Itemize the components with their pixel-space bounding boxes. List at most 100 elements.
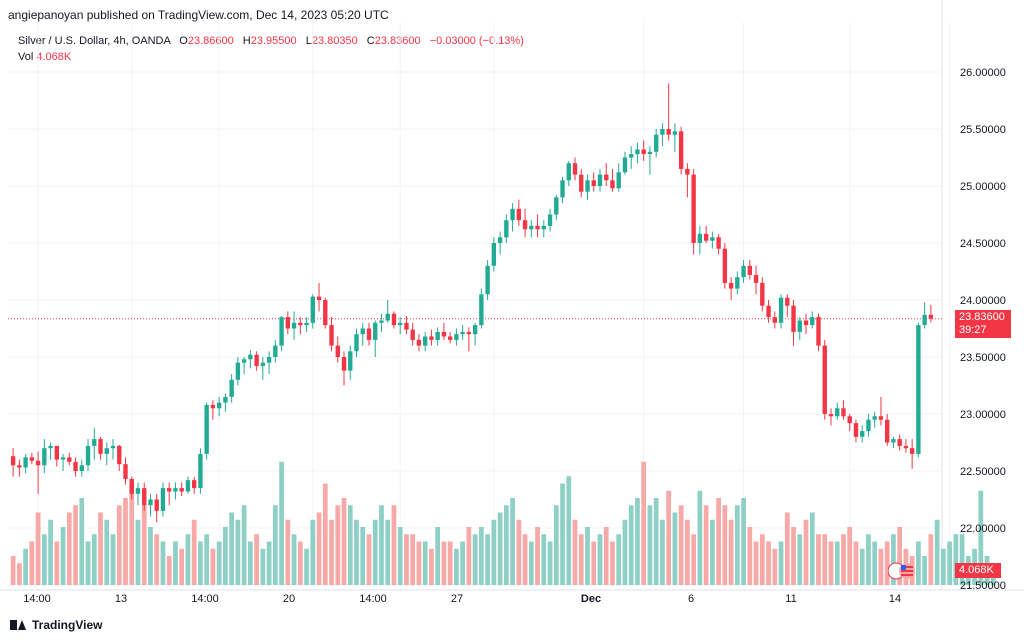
volume-bar <box>828 541 834 585</box>
time-tick-label: 27 <box>451 593 463 605</box>
candle <box>891 436 896 449</box>
volume-row: Vol 4.068K <box>18 49 524 65</box>
price-tick-label: 23.00000 <box>960 409 1006 421</box>
candle <box>841 400 846 420</box>
candle <box>909 439 915 469</box>
tradingview-logo[interactable]: TradingView <box>10 618 102 632</box>
candle <box>285 311 291 335</box>
candle <box>472 322 478 346</box>
candle-body <box>67 457 72 462</box>
candle <box>847 414 852 432</box>
candle-body <box>772 317 777 323</box>
candle-body <box>54 445 60 460</box>
volume-bar <box>279 461 284 585</box>
candle <box>897 434 902 451</box>
candle-body <box>266 357 272 363</box>
candle <box>142 482 147 511</box>
volume-bar <box>272 505 278 585</box>
time-axis: 14:00 13 14:00 20 14:00 27 Dec 6 11 14 <box>23 593 901 605</box>
volume-bar <box>91 534 97 585</box>
candle <box>641 140 646 161</box>
candle-body <box>491 243 497 266</box>
candle-body <box>191 480 197 489</box>
candle-body <box>422 336 428 346</box>
candle <box>579 168 584 198</box>
candle <box>785 294 790 318</box>
candle <box>229 374 234 403</box>
candle-body <box>73 461 78 471</box>
volume-bar <box>516 519 522 585</box>
candle-body <box>560 180 565 198</box>
candle <box>703 225 709 243</box>
candle-body <box>660 129 665 135</box>
volume-label[interactable]: Vol <box>18 51 34 63</box>
candle <box>460 325 465 340</box>
candle <box>416 334 422 352</box>
candle <box>610 168 615 192</box>
candle-body <box>23 457 28 468</box>
candle <box>235 357 241 386</box>
volume-bar <box>16 563 22 585</box>
volume-bar <box>173 541 178 585</box>
volume-bar <box>847 527 853 585</box>
candle <box>23 453 28 474</box>
volume-bar <box>429 548 434 585</box>
volume-bar <box>372 519 378 585</box>
candle <box>597 168 603 192</box>
candle-body <box>160 488 166 511</box>
candle-body <box>360 328 365 335</box>
candle-body <box>647 151 653 155</box>
candle <box>760 277 765 312</box>
candle <box>104 442 109 466</box>
candle-body <box>85 445 91 466</box>
candle <box>79 459 84 477</box>
candle-body <box>373 322 378 340</box>
volume-bar <box>166 556 172 585</box>
high-label: H <box>242 35 251 47</box>
candle <box>373 320 378 357</box>
candle <box>753 265 759 295</box>
candle <box>341 351 347 386</box>
candle-body <box>791 305 796 332</box>
time-tick-label: 13 <box>115 593 127 605</box>
candle-body <box>735 277 740 289</box>
volume-bar <box>716 498 721 585</box>
time-tick-label: 14:00 <box>359 593 387 605</box>
candle-body <box>635 149 640 155</box>
volume-bar <box>379 505 384 585</box>
volume-bar <box>891 534 896 585</box>
candle-body <box>803 320 809 326</box>
candle <box>741 260 746 283</box>
candle <box>522 208 528 238</box>
candle-body <box>235 362 241 380</box>
volume-bar <box>422 541 428 585</box>
candle <box>329 317 334 352</box>
candle <box>566 160 571 186</box>
volume-bar <box>304 548 309 585</box>
candle-body <box>860 431 865 437</box>
candle <box>335 336 340 363</box>
volume-bar <box>60 527 66 585</box>
candle <box>167 482 172 506</box>
volume-bar <box>697 490 703 585</box>
volume-bar <box>703 505 709 585</box>
time-tick-label: 14:00 <box>23 593 51 605</box>
volume-bar <box>647 505 653 585</box>
candle-body <box>922 314 927 326</box>
candle-body <box>641 149 646 155</box>
volume-bar <box>491 519 497 585</box>
volume-bar <box>210 548 216 585</box>
candle <box>135 482 141 506</box>
volume-bar <box>541 534 547 585</box>
candle-body <box>204 404 209 454</box>
volume-bar <box>266 541 272 585</box>
volume-bar <box>385 519 391 585</box>
volume-bar <box>454 548 459 585</box>
candle-body <box>391 313 397 326</box>
candle-body <box>810 317 815 326</box>
candle <box>604 163 609 186</box>
candle-body <box>541 225 546 230</box>
candle <box>291 311 297 340</box>
candle <box>273 339 278 363</box>
